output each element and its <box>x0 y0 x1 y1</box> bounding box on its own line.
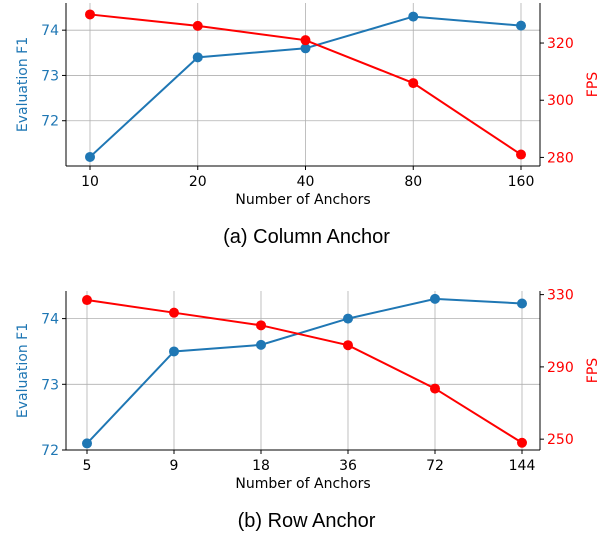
x-tick-label: 10 <box>81 174 99 190</box>
caption-column-anchor: (a) Column Anchor <box>223 226 390 248</box>
x-tick-label: 9 <box>170 458 179 474</box>
series-line-f1 <box>86 297 523 445</box>
y-right-tick-label: 320 <box>547 36 574 52</box>
y-left-tick-label: 73 <box>41 377 59 393</box>
y-right-axis-label: FPS <box>585 72 601 97</box>
data-point-f1 <box>192 52 203 63</box>
data-point-f1 <box>408 11 419 22</box>
y-right-tick-label: 300 <box>547 93 574 109</box>
y-right-tick-label: 290 <box>547 360 574 376</box>
x-tick-label: 40 <box>297 174 315 190</box>
data-point-f1 <box>300 43 311 54</box>
data-point-f1 <box>82 438 92 449</box>
y-right-tick-label: 280 <box>547 150 574 166</box>
y-right-axis-label: FPS <box>585 358 601 383</box>
data-point-fps <box>430 383 440 394</box>
x-tick-label: 144 <box>509 458 536 474</box>
data-point-fps <box>343 340 353 351</box>
x-tick-label: 36 <box>339 458 357 474</box>
x-tick-label: 18 <box>252 458 270 474</box>
data-point-f1 <box>430 293 440 304</box>
x-tick-label: 72 <box>426 458 444 474</box>
y-left-axis-label: Evaluation F1 <box>15 323 31 418</box>
data-point-f1 <box>516 20 526 31</box>
chart-column-anchor: 10 20 40 80 160 Number of Anchors 72 73 74 Evalua… <box>15 3 601 208</box>
data-point-fps <box>408 78 419 89</box>
y-right-tick-label: 330 <box>547 288 574 304</box>
y-left-tick-label: 73 <box>41 68 59 84</box>
data-point-fps <box>169 307 179 318</box>
data-point-f1 <box>169 346 179 357</box>
x-axis-label: Number of Anchors <box>235 192 370 208</box>
data-point-fps <box>192 20 203 31</box>
y-right-tick-label: 250 <box>547 432 574 448</box>
x-tick-label: 160 <box>508 174 535 190</box>
y-left-tick-label: 72 <box>41 443 59 459</box>
data-point-f1 <box>85 151 95 162</box>
data-point-fps <box>256 320 266 331</box>
y-left-tick-label: 74 <box>41 312 59 328</box>
data-point-fps <box>517 437 527 448</box>
x-tick-label: 5 <box>83 458 92 474</box>
data-point-fps <box>82 295 92 306</box>
x-axis-label: Number of Anchors <box>235 476 370 492</box>
data-point-f1 <box>343 313 353 324</box>
x-tick-label: 80 <box>404 174 422 190</box>
y-left-tick-label: 74 <box>41 23 59 39</box>
data-point-fps <box>516 149 526 160</box>
data-point-f1 <box>517 298 527 309</box>
data-point-f1 <box>256 339 266 350</box>
chart-row-anchor: 5 9 18 36 72 144 Number of Anchors 72 73 74 Evalua… <box>15 288 601 492</box>
data-point-fps <box>85 9 95 20</box>
series-line-fps <box>86 299 523 444</box>
x-tick-label: 20 <box>189 174 207 190</box>
y-left-tick-label: 72 <box>41 114 59 130</box>
y-left-axis-label: Evaluation F1 <box>15 37 31 132</box>
data-point-fps <box>300 35 311 46</box>
caption-row-anchor: (b) Row Anchor <box>237 510 376 532</box>
